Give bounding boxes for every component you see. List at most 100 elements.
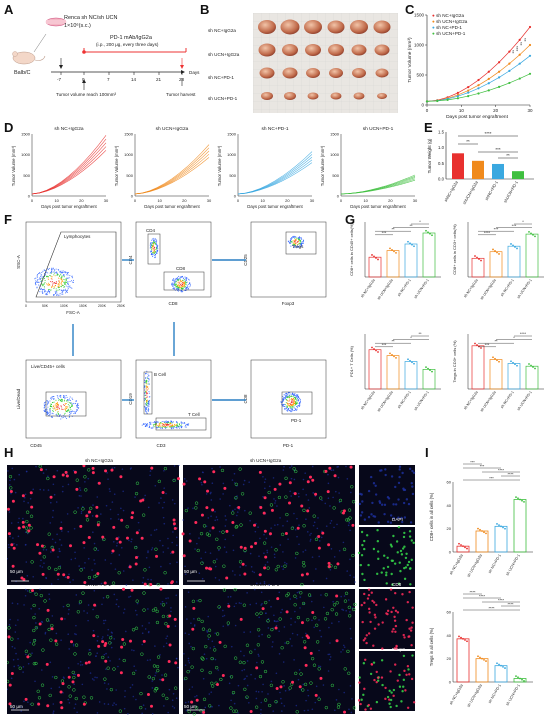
dapi-nucleus bbox=[124, 690, 126, 692]
dapi-nucleus bbox=[217, 519, 219, 521]
dapi-nucleus bbox=[119, 658, 121, 660]
flow-event bbox=[173, 287, 174, 288]
dapi-nucleus bbox=[152, 547, 154, 549]
dapi-nucleus bbox=[218, 579, 220, 581]
dapi-nucleus bbox=[100, 513, 102, 515]
dapi-nucleus bbox=[61, 530, 63, 532]
foxp3-cell bbox=[130, 516, 133, 519]
flow-event bbox=[41, 288, 42, 289]
flow-event bbox=[68, 272, 69, 273]
micro-label-1: sh NC+IgG2a bbox=[85, 458, 113, 463]
foxp3-cell bbox=[264, 496, 267, 499]
dapi-nucleus bbox=[225, 525, 227, 527]
dapi-nucleus bbox=[290, 495, 292, 497]
dapi-nucleus bbox=[278, 592, 280, 594]
flow-event bbox=[44, 290, 45, 291]
foxp3-cell bbox=[12, 565, 15, 568]
flow-event bbox=[146, 390, 147, 391]
flow-event bbox=[156, 243, 157, 244]
tick-label-y: 1000 bbox=[21, 152, 31, 157]
flow-event bbox=[183, 287, 184, 288]
flow-event bbox=[72, 398, 73, 399]
data-point bbox=[377, 351, 379, 353]
flow-event bbox=[76, 411, 77, 412]
foxp3-cell bbox=[136, 531, 139, 534]
tick-label-x: sh NC+IgG2a bbox=[449, 683, 464, 706]
flow-event bbox=[291, 406, 292, 407]
data-point bbox=[460, 637, 462, 639]
foxp3-cell bbox=[143, 640, 146, 643]
flow-event bbox=[149, 397, 150, 398]
flow-event bbox=[70, 409, 71, 410]
channel-cell bbox=[363, 688, 365, 690]
dapi-nucleus bbox=[227, 625, 229, 627]
flow-event bbox=[145, 391, 146, 392]
legend-nc-pd1: sh NC+PD-1 bbox=[436, 25, 462, 30]
tick-label-y: 500 bbox=[229, 173, 236, 178]
flow-event bbox=[181, 427, 182, 428]
sig-mark: ** bbox=[391, 338, 395, 343]
flow-event bbox=[291, 405, 292, 406]
foxp3-cell bbox=[299, 685, 302, 688]
flow-event bbox=[148, 378, 149, 379]
flow-event bbox=[154, 249, 155, 250]
flow-event bbox=[64, 276, 65, 277]
dapi-nucleus bbox=[204, 653, 206, 655]
dapi-nucleus bbox=[234, 508, 236, 510]
flow-event bbox=[166, 423, 167, 424]
flow-event bbox=[301, 239, 302, 240]
dapi-nucleus bbox=[75, 674, 77, 676]
dapi-nucleus bbox=[262, 684, 264, 686]
flow-event bbox=[302, 241, 303, 242]
dapi-nucleus bbox=[149, 474, 151, 476]
dapi-nucleus bbox=[113, 541, 115, 543]
flow-event bbox=[61, 277, 62, 278]
flow-event bbox=[61, 277, 62, 278]
dapi-nucleus bbox=[86, 612, 88, 614]
dapi-nucleus bbox=[282, 551, 284, 553]
dapi-nucleus bbox=[128, 540, 130, 542]
tick-label-x: sh UCN+PD-1 bbox=[413, 390, 429, 411]
tick-label-x: sh NC+IgG2a bbox=[360, 278, 376, 298]
dapi-nucleus bbox=[106, 472, 108, 474]
flow-event bbox=[165, 427, 166, 428]
channel-cell bbox=[383, 513, 385, 515]
flow-event bbox=[289, 395, 290, 396]
bar bbox=[387, 251, 399, 277]
dapi-nucleus bbox=[18, 536, 20, 538]
flow-event bbox=[53, 396, 54, 397]
dapi-nucleus bbox=[299, 669, 301, 671]
flow-event bbox=[64, 283, 65, 284]
flow-event bbox=[42, 285, 43, 286]
flow-event bbox=[145, 378, 146, 379]
flow-event bbox=[155, 257, 156, 258]
flow-event bbox=[51, 287, 52, 288]
flow-event bbox=[293, 237, 294, 238]
foxp3-cell bbox=[121, 638, 124, 641]
sig-mark: **** bbox=[508, 472, 514, 476]
tick-label-x: sh UCN+IgG2a bbox=[377, 390, 394, 412]
foxp3-cell bbox=[51, 627, 54, 630]
channel-cell bbox=[411, 654, 413, 656]
flow-event bbox=[182, 282, 183, 283]
flow-event bbox=[44, 404, 45, 405]
channel-cell bbox=[410, 629, 412, 631]
channel-cell bbox=[358, 552, 360, 554]
foxp3-cell bbox=[168, 614, 171, 617]
foxp3-cell bbox=[8, 635, 11, 638]
flow-event bbox=[53, 411, 54, 412]
flow-event bbox=[166, 421, 167, 422]
flow-event bbox=[66, 286, 67, 287]
foxp3-cell bbox=[203, 480, 206, 483]
foxp3-cell bbox=[30, 491, 33, 494]
flow-event bbox=[297, 407, 298, 408]
flow-event bbox=[45, 280, 46, 281]
dapi-nucleus bbox=[94, 543, 96, 545]
dapi-nucleus bbox=[52, 516, 54, 518]
channel-cell bbox=[413, 701, 415, 703]
dapi-nucleus bbox=[50, 662, 52, 664]
axis-label-fsc: FSC-A bbox=[66, 310, 80, 315]
flow-event bbox=[182, 291, 183, 292]
channel-cell bbox=[403, 670, 405, 672]
dapi-nucleus bbox=[276, 505, 278, 507]
